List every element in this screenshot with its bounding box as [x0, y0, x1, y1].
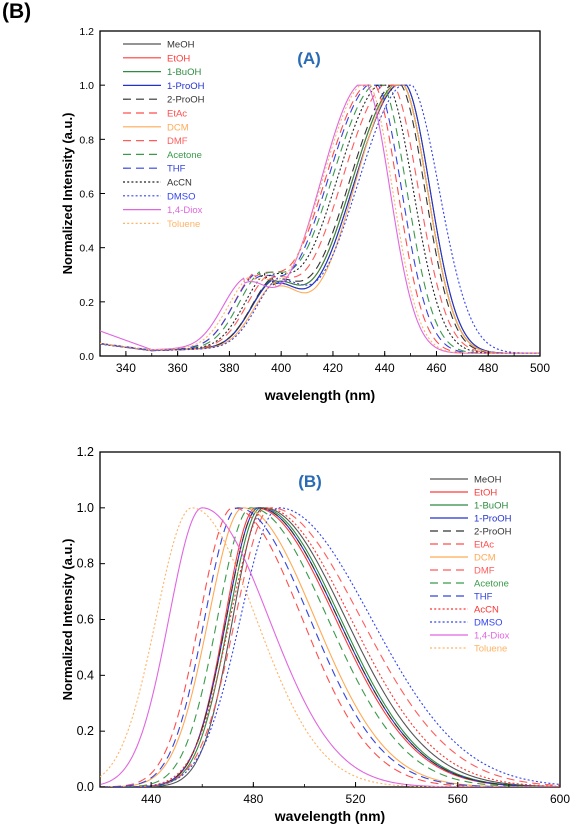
- series-line-1: [100, 84, 540, 354]
- y-tick-label: 0.6: [77, 613, 94, 627]
- series-line-6: [100, 84, 540, 354]
- x-tick-label: 600: [550, 792, 570, 806]
- series-group: [100, 507, 560, 787]
- y-tick-label: 0.4: [79, 243, 94, 255]
- legend-entry: DCM: [167, 122, 189, 133]
- series-line-7: [100, 507, 560, 787]
- series-line-8: [100, 507, 560, 787]
- x-tick-label: 560: [448, 792, 468, 806]
- legend-entry: Acetone: [474, 579, 509, 590]
- legend-entry: AcCN: [167, 178, 192, 189]
- y-tick-label: 0.6: [79, 189, 94, 201]
- chart-title: (B): [298, 472, 322, 491]
- series-line-6: [100, 507, 560, 787]
- series-line-13: [100, 84, 540, 354]
- series-line-5: [100, 84, 540, 354]
- chart-panel-b: 440 480 520 560 600 0.0 0.2 0.4 0.6 0.8 1.0 1.2 wave…: [60, 445, 570, 824]
- legend-entry: EtAc: [474, 540, 494, 551]
- legend-entry: Acetone: [167, 150, 202, 161]
- legend-entry: DMF: [167, 136, 188, 147]
- series-line-7: [100, 84, 540, 354]
- y-axis-label: Normalized Intensity (a.u.): [60, 539, 75, 701]
- x-tick-label: 440: [141, 792, 161, 806]
- legend-entry: Toluene: [167, 219, 200, 230]
- legend-entry: 1,4-Diox: [474, 631, 510, 642]
- legend-entry: MeOH: [167, 40, 195, 51]
- y-tick-label: 0.0: [77, 780, 94, 794]
- y-tick-label: 1.0: [79, 80, 94, 92]
- y-tick-label: 0.2: [77, 724, 94, 738]
- legend-entry: 1-BuOH: [474, 501, 508, 512]
- x-tick-label: 340: [116, 361, 136, 375]
- legend: MeOH EtOH 1-BuOH 1-ProOH 2-ProOH EtAc DCM DMF Ac…: [123, 40, 205, 230]
- series-line-10: [100, 507, 560, 787]
- legend-entry: 2-ProOH: [474, 527, 512, 538]
- series-line-0: [100, 84, 540, 354]
- legend-entry: MeOH: [474, 475, 502, 486]
- x-tick-label: 480: [243, 792, 263, 806]
- series-line-11: [100, 84, 540, 354]
- legend-entry: DCM: [474, 553, 496, 564]
- x-tick-label: 480: [478, 361, 498, 375]
- y-tick-label: 1.0: [77, 501, 94, 515]
- legend-entry: EtOH: [474, 488, 497, 499]
- y-tick-label: 1.2: [79, 26, 94, 38]
- series-line-12: [100, 507, 560, 787]
- legend-entry: 1-ProOH: [474, 514, 512, 525]
- series-line-8: [100, 84, 540, 354]
- x-tick-label: 440: [375, 361, 395, 375]
- legend-entry: 1,4-Diox: [167, 205, 203, 216]
- x-tick-label: 380: [219, 361, 239, 375]
- x-tick-label: 400: [271, 361, 291, 375]
- legend-entry: THF: [167, 164, 186, 175]
- legend-entry: 1-BuOH: [167, 67, 201, 78]
- x-tick-label: 420: [323, 361, 343, 375]
- series-line-0: [100, 507, 560, 787]
- chart-panel-a: 340 360 380 400 420 440 460 480 500 0.0 0.2 0.4 0.6 0…: [60, 26, 550, 403]
- legend-entry: DMF: [474, 566, 495, 577]
- x-tick-label: 520: [346, 792, 366, 806]
- y-tick-label: 0.2: [79, 297, 94, 309]
- legend-entry: Toluene: [474, 644, 507, 655]
- series-line-3: [100, 84, 540, 354]
- legend-entry: EtOH: [167, 53, 190, 64]
- x-axis-label: wavelength (nm): [274, 808, 385, 824]
- series-line-12: [100, 84, 540, 354]
- series-line-4: [100, 84, 540, 354]
- legend-entry: DMSO: [474, 618, 503, 629]
- legend-entry: 1-ProOH: [167, 81, 205, 92]
- series-line-11: [100, 507, 560, 787]
- x-tick-label: 360: [168, 361, 188, 375]
- legend-entry: DMSO: [167, 191, 196, 202]
- series-line-2: [100, 84, 540, 354]
- y-tick-label: 0.8: [79, 134, 94, 146]
- series-line-4: [100, 507, 560, 787]
- legend-entry: EtAc: [167, 109, 187, 120]
- legend: MeOH EtOH 1-BuOH 1-ProOH 2-ProOH EtAc DCM DMF Ac…: [430, 475, 512, 655]
- x-tick-label: 500: [530, 361, 550, 375]
- plot-frame: [99, 30, 541, 357]
- y-tick-label: 0.0: [79, 351, 94, 363]
- legend-entry: AcCN: [474, 605, 499, 616]
- series-line-10: [100, 84, 540, 354]
- y-axis-label: Normalized Intensity (a.u.): [60, 113, 75, 275]
- figure-label: (B): [2, 0, 32, 23]
- legend-entry: THF: [474, 592, 493, 603]
- chart-title: (A): [297, 49, 321, 68]
- series-group: [100, 84, 540, 354]
- x-tick-label: 460: [426, 361, 446, 375]
- legend-entry: 2-ProOH: [167, 95, 205, 106]
- y-tick-label: 0.8: [77, 557, 94, 571]
- y-tick-label: 1.2: [77, 445, 94, 459]
- x-axis-label: wavelength (nm): [264, 387, 375, 403]
- y-tick-label: 0.4: [77, 668, 94, 682]
- series-line-9: [100, 84, 540, 354]
